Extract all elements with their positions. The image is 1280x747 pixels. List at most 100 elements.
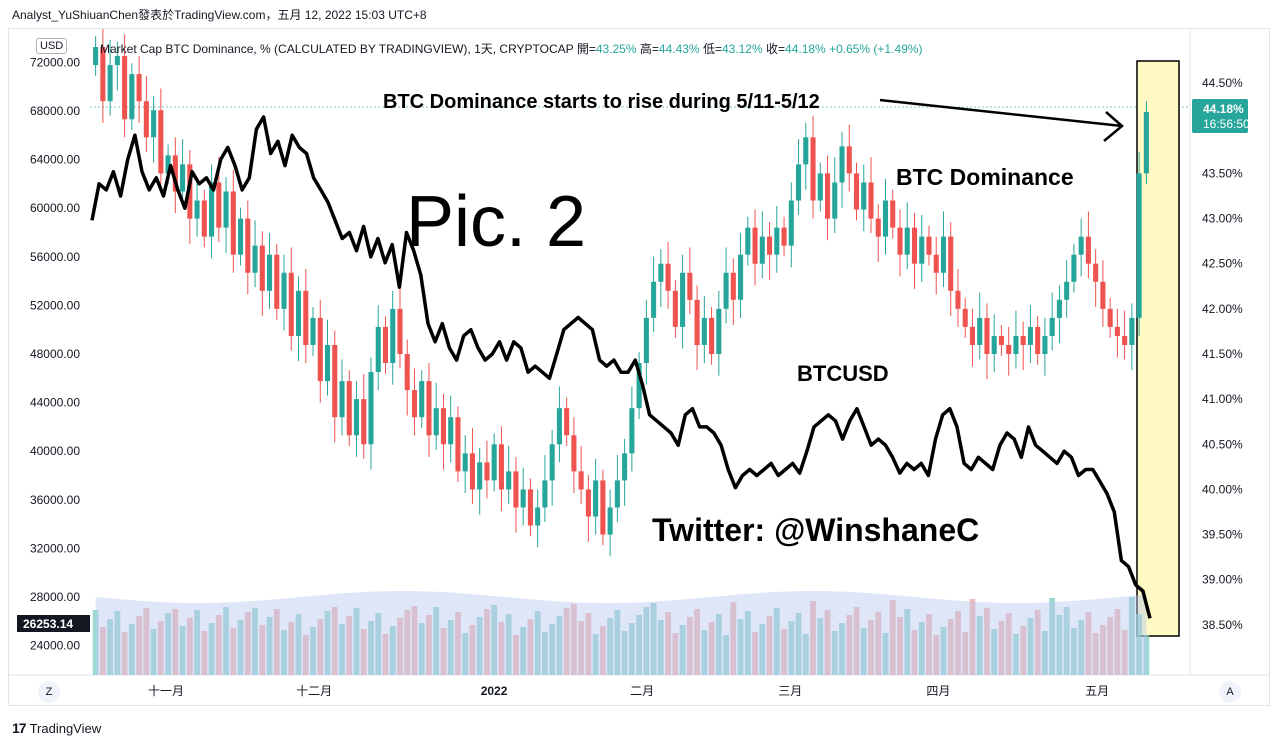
- price-badge: [1192, 99, 1248, 133]
- volume-bar: [802, 634, 809, 675]
- candle-body: [1042, 335, 1048, 354]
- volume-bar: [1042, 631, 1048, 675]
- candle-body: [549, 444, 555, 481]
- volume-bar: [491, 605, 498, 675]
- currency-badge[interactable]: USD: [36, 38, 68, 54]
- volume-bar: [1136, 614, 1143, 675]
- volume-bar: [897, 617, 903, 675]
- candle-body: [100, 47, 106, 102]
- candle-body: [506, 471, 512, 490]
- volume-bar: [708, 622, 715, 675]
- volume-bar: [665, 612, 672, 675]
- volume-bar: [766, 616, 773, 675]
- candle-body: [767, 236, 773, 255]
- legend-prefix: Market Cap BTC Dominance, % (CALCULATED …: [100, 42, 574, 56]
- candle-body: [426, 381, 432, 436]
- candle-body: [223, 191, 229, 228]
- footer: 17 TradingView: [12, 720, 101, 736]
- candle-body: [1129, 317, 1135, 345]
- volume-bar: [773, 608, 780, 675]
- volume-bar: [534, 611, 541, 675]
- candle-body: [310, 317, 316, 345]
- candle-body: [564, 408, 570, 436]
- x-axis-tick: 三月: [778, 684, 802, 698]
- candle-body: [143, 101, 149, 138]
- volume-bar: [433, 607, 440, 675]
- volume-bar: [230, 628, 237, 675]
- candle-body: [614, 480, 620, 508]
- candle-body: [875, 218, 881, 237]
- volume-bar: [628, 623, 635, 675]
- volume-bar: [273, 609, 280, 675]
- volume-bar: [599, 626, 606, 675]
- candle-body: [172, 155, 178, 192]
- volume-bar: [860, 628, 867, 675]
- candle-body: [411, 390, 418, 418]
- candle-body: [477, 462, 483, 490]
- volume-bar: [824, 610, 831, 675]
- candle-body: [165, 155, 171, 174]
- legend-change: +0.65% (+1.49%): [829, 42, 923, 56]
- volume-bar: [686, 617, 693, 675]
- candle-body: [643, 317, 649, 364]
- candle-body: [397, 308, 403, 354]
- candle-body: [1013, 335, 1019, 354]
- volume-bar: [99, 627, 106, 675]
- volume-bar: [795, 613, 802, 675]
- volume-bar: [853, 607, 860, 675]
- right-axis-tick: 40.50%: [1202, 437, 1243, 451]
- candle-body: [1114, 326, 1120, 336]
- left-axis-tick: 60000.00: [30, 201, 80, 215]
- volume-bar: [1005, 613, 1012, 675]
- volume-bar: [157, 621, 164, 675]
- candle-body: [984, 317, 990, 354]
- volume-bar: [1063, 607, 1070, 675]
- candle-body: [998, 335, 1004, 345]
- candle-body: [680, 272, 686, 327]
- candle-body: [810, 137, 816, 201]
- candle-body: [738, 254, 744, 300]
- volume-bar: [614, 610, 621, 675]
- candle-body: [469, 453, 475, 490]
- volume-ma-area: [95, 591, 1147, 675]
- candle-body: [940, 236, 947, 273]
- volume-bar: [237, 620, 244, 675]
- right-axis-tick: 41.50%: [1202, 347, 1243, 361]
- volume-bar: [701, 630, 708, 675]
- candle-body: [556, 408, 562, 445]
- candle-body: [339, 381, 345, 418]
- volume-bar: [513, 635, 519, 675]
- auto-scale-button[interactable]: A: [1219, 681, 1241, 703]
- volume-bar: [781, 629, 787, 675]
- btcusd-label: BTCUSD: [797, 361, 889, 386]
- candle-body: [1085, 236, 1091, 264]
- candle-body: [535, 507, 541, 526]
- candle-body: [694, 299, 700, 345]
- volume-bar: [1121, 630, 1128, 675]
- right-axis-tick: 42.00%: [1202, 302, 1243, 316]
- candle-body: [513, 471, 519, 508]
- volume-bar: [375, 613, 382, 675]
- candle-body: [651, 281, 657, 318]
- price-badge-value: 44.18%: [1203, 102, 1244, 116]
- candle-body: [890, 200, 896, 228]
- volume-bar: [1114, 609, 1121, 675]
- volume-bar: [875, 612, 882, 675]
- candle-body: [527, 489, 533, 526]
- candle-body: [578, 471, 584, 490]
- candle-body: [759, 236, 765, 264]
- footer-brand[interactable]: TradingView: [29, 720, 102, 736]
- dominance-label: BTC Dominance: [896, 164, 1074, 190]
- volume-bar: [962, 632, 969, 675]
- zoom-time-button[interactable]: Z: [38, 681, 60, 703]
- volume-bar: [991, 629, 998, 675]
- candle-body: [1006, 344, 1012, 354]
- candle-body: [216, 182, 222, 228]
- left-price-badge: [17, 615, 90, 632]
- volume-bar: [317, 619, 324, 675]
- volume-bar: [933, 635, 940, 675]
- candle-body: [904, 227, 910, 255]
- right-axis-tick: 39.50%: [1202, 528, 1243, 542]
- volume-bar: [679, 625, 686, 675]
- candle-body: [542, 480, 548, 508]
